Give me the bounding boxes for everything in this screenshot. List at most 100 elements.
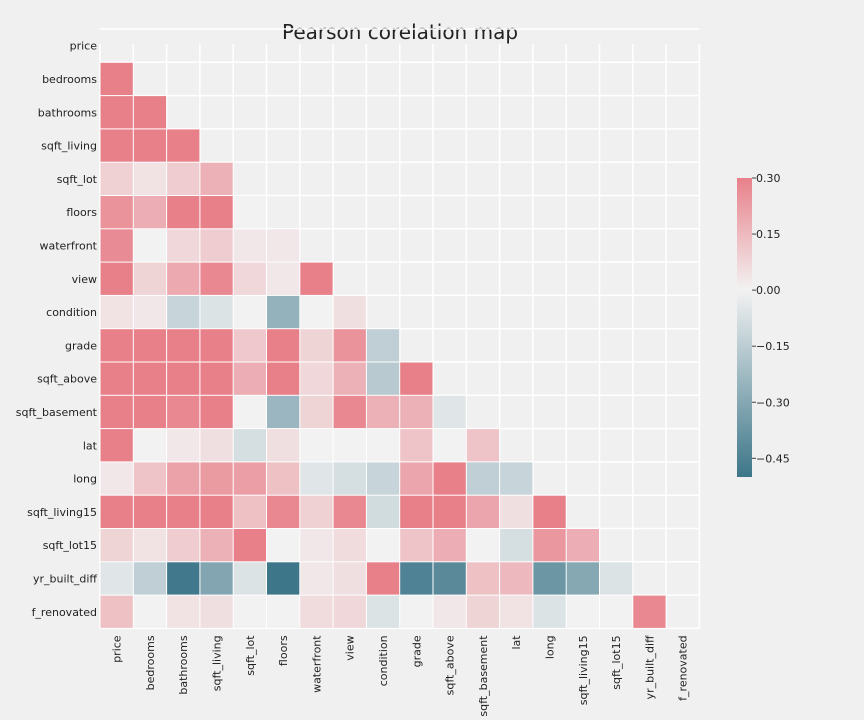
heatmap-cell-lat-price: [100, 429, 133, 462]
heatmap-cell-sqft_living15-grade: [400, 495, 433, 528]
y-tick-label: sqft_above: [37, 373, 97, 386]
heatmap-cell-long-sqft_basement: [466, 462, 500, 495]
y-tick-label: waterfront: [39, 239, 97, 252]
heatmap-cell-long-sqft_lot: [233, 462, 266, 495]
heatmap-cell-condition-floors: [267, 295, 300, 329]
heatmap-cell-f_renovated-sqft_above: [433, 595, 466, 628]
heatmap-cell-sqft_living15-bathrooms: [167, 495, 200, 528]
chart-title: Pearson corelation map: [281, 20, 519, 44]
y-tick-label: long: [73, 473, 97, 486]
heatmap-cell-waterfront-bedrooms: [133, 229, 167, 262]
heatmap-cell-sqft_lot15-waterfront: [300, 529, 333, 562]
heatmap-cell-grade-view: [333, 329, 366, 362]
heatmap-cell-sqft_living15-sqft_living: [200, 495, 233, 528]
heatmap-cell-sqft_above-sqft_lot: [233, 362, 266, 395]
heatmap-cell-long-condition: [366, 462, 400, 495]
heatmap-cell-yr_built_diff-sqft_basement: [466, 562, 500, 595]
heatmap-cell-grade-price: [100, 329, 133, 362]
y-tick-label: yr_built_diff: [33, 572, 97, 585]
heatmap-cell-f_renovated-sqft_lot15: [600, 595, 633, 628]
heatmap-cell-yr_built_diff-lat: [500, 562, 533, 595]
heatmap-cell-f_renovated-lat: [500, 595, 533, 628]
heatmap-cell-yr_built_diff-bathrooms: [167, 562, 200, 595]
colorbar-tick-label: 0.15: [756, 228, 781, 241]
y-tick-label: view: [72, 273, 97, 286]
heatmap-cell-f_renovated-grade: [400, 595, 433, 628]
heatmap-cell-sqft_basement-grade: [400, 395, 433, 429]
y-tick-label: sqft_basement: [16, 406, 98, 419]
heatmap-cell-view-sqft_lot: [233, 262, 266, 295]
x-tick-labels: price bedrooms bathrooms sqft_living sqft_lo…: [111, 635, 690, 717]
y-tick-label: bedrooms: [42, 73, 97, 86]
heatmap-cell-sqft_above-sqft_living: [200, 362, 233, 395]
x-tick-label: condition: [377, 635, 390, 686]
heatmap-cell-f_renovated-sqft_lot: [233, 595, 266, 628]
y-tick-label: condition: [46, 306, 97, 319]
heatmap-cell-sqft_basement-sqft_lot: [233, 395, 266, 429]
heatmap-grid: [99, 28, 701, 630]
colorbar-tick-label: −0.30: [756, 396, 790, 409]
heatmap-cell-yr_built_diff-waterfront: [300, 562, 333, 595]
colorbar: 0.30 0.15 0.00 −0.15 −0.30 −0.45: [737, 172, 790, 477]
heatmap-cell-sqft_lot-bedrooms: [133, 162, 167, 195]
heatmap-cell-lat-sqft_above: [433, 429, 466, 462]
heatmap-cell-grade-bathrooms: [167, 329, 200, 362]
heatmap-cell-bedrooms-price: [100, 62, 133, 96]
x-tick-label: bedrooms: [144, 635, 157, 690]
heatmap-cell-sqft_living15-sqft_basement: [466, 495, 500, 528]
heatmap-cell-yr_built_diff-sqft_above: [433, 562, 466, 595]
heatmap-cell-sqft_above-waterfront: [300, 362, 333, 395]
x-tick-label: grade: [410, 635, 423, 667]
heatmap-cell-floors-price: [100, 196, 133, 229]
heatmap-cell-long-grade: [400, 462, 433, 495]
heatmap-cell-sqft_lot15-floors: [267, 529, 300, 562]
heatmap-cell-sqft_above-floors: [267, 362, 300, 395]
heatmap-cell-sqft_lot15-lat: [500, 529, 533, 562]
heatmap-cell-sqft_lot15-price: [100, 529, 133, 562]
colorbar-tick-label: 0.00: [756, 284, 781, 297]
heatmap-cell-sqft_living-bedrooms: [133, 129, 167, 162]
heatmap-cell-sqft_basement-sqft_above: [433, 395, 466, 429]
heatmap-cell-yr_built_diff-sqft_living: [200, 562, 233, 595]
heatmap-cell-condition-bathrooms: [167, 295, 200, 329]
heatmap-cell-long-sqft_living: [200, 462, 233, 495]
heatmap-cell-f_renovated-condition: [366, 595, 400, 628]
heatmap-cell-lat-waterfront: [300, 429, 333, 462]
y-tick-label: sqft_living: [41, 140, 97, 153]
heatmap-cell-bathrooms-price: [100, 96, 133, 129]
heatmap-cell-sqft_lot-price: [100, 162, 133, 195]
heatmap-cell-sqft_lot15-view: [333, 529, 366, 562]
heatmap-cell-long-bedrooms: [133, 462, 167, 495]
heatmap-cell-long-lat: [500, 462, 533, 495]
heatmap-cell-yr_built_diff-view: [333, 562, 366, 595]
heatmap-cell-grade-sqft_lot: [233, 329, 266, 362]
x-tick-label: lat: [510, 635, 523, 650]
heatmap-cell-lat-sqft_living: [200, 429, 233, 462]
heatmap-cell-sqft_above-bedrooms: [133, 362, 167, 395]
heatmap-cell-sqft_basement-sqft_living: [200, 395, 233, 429]
heatmap-cell-long-floors: [267, 462, 300, 495]
heatmap-cell-yr_built_diff-sqft_lot: [233, 562, 266, 595]
heatmap-cell-lat-grade: [400, 429, 433, 462]
heatmap-cell-floors-sqft_living: [200, 196, 233, 229]
heatmap-cell-view-bedrooms: [133, 262, 167, 295]
heatmap-cell-sqft_basement-floors: [267, 395, 300, 429]
heatmap-cell-sqft_lot15-bathrooms: [167, 529, 200, 562]
x-tick-label: long: [544, 635, 557, 659]
heatmap-cell-grade-waterfront: [300, 329, 333, 362]
heatmap-cell-floors-bathrooms: [167, 196, 200, 229]
heatmap-cell-sqft_above-bathrooms: [167, 362, 200, 395]
heatmap-cell-sqft_living-bathrooms: [167, 129, 200, 162]
heatmap-cell-long-view: [333, 462, 366, 495]
heatmap-cell-f_renovated-floors: [267, 595, 300, 628]
y-tick-label: bathrooms: [38, 106, 97, 119]
y-tick-label: sqft_lot: [57, 173, 98, 186]
colorbar-tick-label: −0.45: [756, 452, 790, 465]
heatmap-cell-f_renovated-sqft_living15: [566, 595, 599, 628]
x-tick-label: sqft_basement: [477, 635, 490, 717]
y-tick-label: price: [70, 40, 98, 53]
heatmap-cell-long-sqft_above: [433, 462, 466, 495]
heatmap-cell-f_renovated-sqft_living: [200, 595, 233, 628]
heatmap-cell-lat-floors: [267, 429, 300, 462]
heatmap-cell-yr_built_diff-condition: [366, 562, 400, 595]
